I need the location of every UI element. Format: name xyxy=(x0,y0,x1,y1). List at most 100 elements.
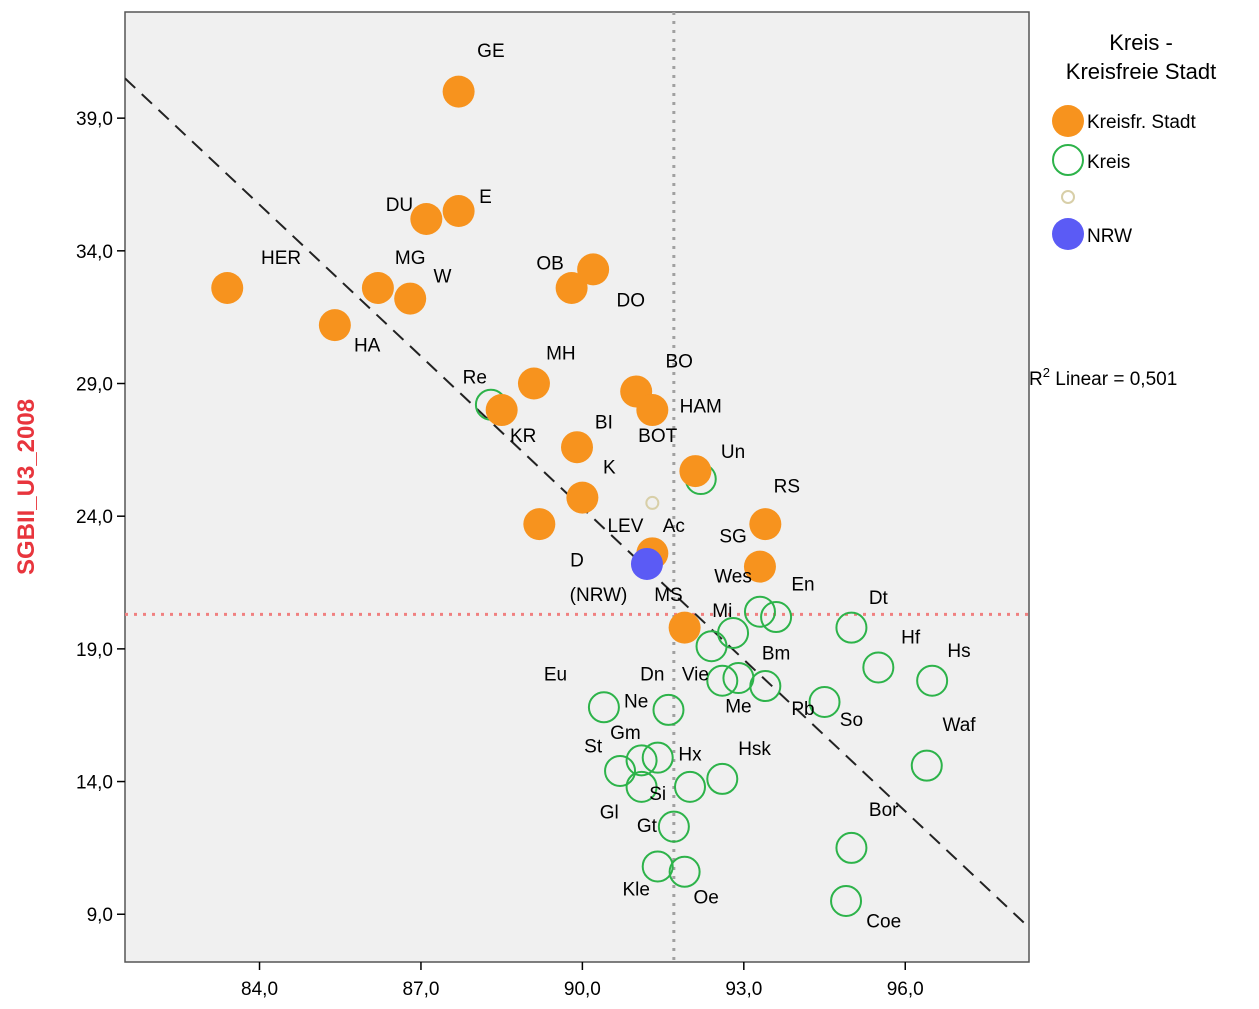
point-label: Oe xyxy=(693,888,718,909)
point-kreis xyxy=(916,664,949,697)
point-kreisfreie-stadt xyxy=(577,253,610,286)
y-tick-label: 9,0 xyxy=(87,905,113,926)
point-kreis xyxy=(749,670,782,703)
y-tick-label: 34,0 xyxy=(76,242,113,263)
point-label: Wes xyxy=(714,567,752,588)
point-kreisfreie-stadt xyxy=(485,394,518,427)
point-label: Eu xyxy=(544,665,567,686)
point-label: LEV xyxy=(607,516,643,537)
point-kreis xyxy=(625,744,658,777)
point-label: Gm xyxy=(610,723,641,744)
x-tick-label: 87,0 xyxy=(402,979,439,1000)
point-kreisfreie-stadt xyxy=(394,282,427,315)
x-tick-label: 96,0 xyxy=(887,979,924,1000)
point-labels-layer: GE E DU HER MG W HA OB DO MH BO HAM Re KR BI BOT Un K RS LE… xyxy=(261,41,976,932)
point-label: Gt xyxy=(637,816,658,837)
y-tick-label: 24,0 xyxy=(76,507,113,528)
point-kreisfreie-stadt xyxy=(566,481,599,514)
point-label: KR xyxy=(510,426,536,447)
point-label: St xyxy=(584,736,603,757)
point-label: Re xyxy=(463,368,487,389)
point-label: Me xyxy=(725,697,751,718)
point-kreis xyxy=(641,741,674,774)
point-label: Bor xyxy=(869,800,899,821)
x-tick-label: 84,0 xyxy=(241,979,278,1000)
legend-marker-blank xyxy=(1061,190,1075,204)
point-kreisfreie-stadt xyxy=(636,394,669,427)
point-kreisfreie-stadt xyxy=(749,508,782,541)
point-label: Gl xyxy=(600,803,619,824)
axes-layer: 84,0 87,0 90,0 93,0 96,0 9,0 14,0 19,0 24,0 29,0 3… xyxy=(76,109,924,1000)
point-label: Si xyxy=(649,784,666,805)
point-label: Hf xyxy=(901,628,921,649)
point-label: Un xyxy=(721,442,745,463)
point-label: Pb xyxy=(791,699,814,720)
point-kreisfreie-stadt xyxy=(743,550,776,583)
point-label: D xyxy=(570,551,584,572)
point-kreis xyxy=(674,770,706,803)
legend-marker-kreis xyxy=(1052,144,1084,176)
point-kreisfreie-stadt xyxy=(517,367,550,400)
legend-title-line1: Kreis - xyxy=(1109,30,1173,55)
point-label: W xyxy=(434,267,452,288)
point-label: So xyxy=(840,710,863,731)
point-kreis xyxy=(587,691,620,724)
y-tick-label: 29,0 xyxy=(76,375,113,396)
point-label: BOT xyxy=(638,426,677,447)
y-tick-label: 14,0 xyxy=(76,773,113,794)
point-label: (NRW) xyxy=(570,585,628,606)
point-kreisfreie-stadt xyxy=(318,309,351,342)
point-label: Coe xyxy=(866,912,901,933)
point-label: En xyxy=(791,574,814,595)
point-kreis xyxy=(910,749,943,782)
point-kreisfreie-stadt xyxy=(410,202,443,235)
point-kreis xyxy=(835,831,868,864)
point-kreis xyxy=(657,810,690,843)
point-label: Dn xyxy=(640,665,664,686)
point-label: BO xyxy=(666,352,693,373)
x-tick-label: 93,0 xyxy=(725,979,762,1000)
point-label: HER xyxy=(261,248,301,269)
points-layer xyxy=(211,75,949,917)
x-tick-label: 90,0 xyxy=(564,979,601,1000)
point-label: MH xyxy=(546,344,576,365)
point-kreis xyxy=(668,855,701,888)
point-kreis xyxy=(830,884,863,917)
point-kreisfreie-stadt xyxy=(442,195,475,228)
point-label: GE xyxy=(477,41,504,62)
point-label: Kle xyxy=(622,880,649,901)
point-label: MS xyxy=(654,585,683,606)
point-label: OB xyxy=(536,253,563,274)
point-label: RS xyxy=(774,476,800,497)
point-kreis xyxy=(695,630,728,663)
legend-label-nrw: NRW xyxy=(1087,226,1132,247)
point-kreis xyxy=(862,651,895,684)
legend-label-stadt: Kreisfr. Stadt xyxy=(1087,112,1196,133)
y-tick-label: 39,0 xyxy=(76,109,113,130)
point-label: SG xyxy=(719,527,746,548)
point-kreis xyxy=(641,850,674,883)
point-kreis xyxy=(835,611,868,644)
point-label: Waf xyxy=(943,715,977,736)
point-kreisfreie-stadt xyxy=(523,508,556,541)
point-label: HAM xyxy=(680,397,722,418)
point-kreis xyxy=(760,601,793,634)
point-label: K xyxy=(603,458,616,479)
point-label: HA xyxy=(354,336,381,357)
point-label: Vie xyxy=(682,665,709,686)
point-kreisfreie-stadt xyxy=(668,611,701,644)
point-kreisfreie-stadt xyxy=(679,455,712,488)
point-kreisfreie-stadt xyxy=(442,75,475,108)
point-label: Hs xyxy=(947,641,970,662)
point-label: Hx xyxy=(678,744,702,765)
legend-title-line2: Kreisfreie Stadt xyxy=(1066,59,1216,84)
point-label: BI xyxy=(595,413,613,434)
point-nrw xyxy=(630,547,663,580)
legend-marker-stadt xyxy=(1052,105,1084,137)
r-squared-label: R2 Linear = 0,501 xyxy=(1029,365,1177,390)
point-kreis xyxy=(625,770,658,803)
point-kreis xyxy=(743,595,776,628)
point-kreis xyxy=(808,685,841,718)
point-kreisfreie-stadt xyxy=(555,271,588,304)
